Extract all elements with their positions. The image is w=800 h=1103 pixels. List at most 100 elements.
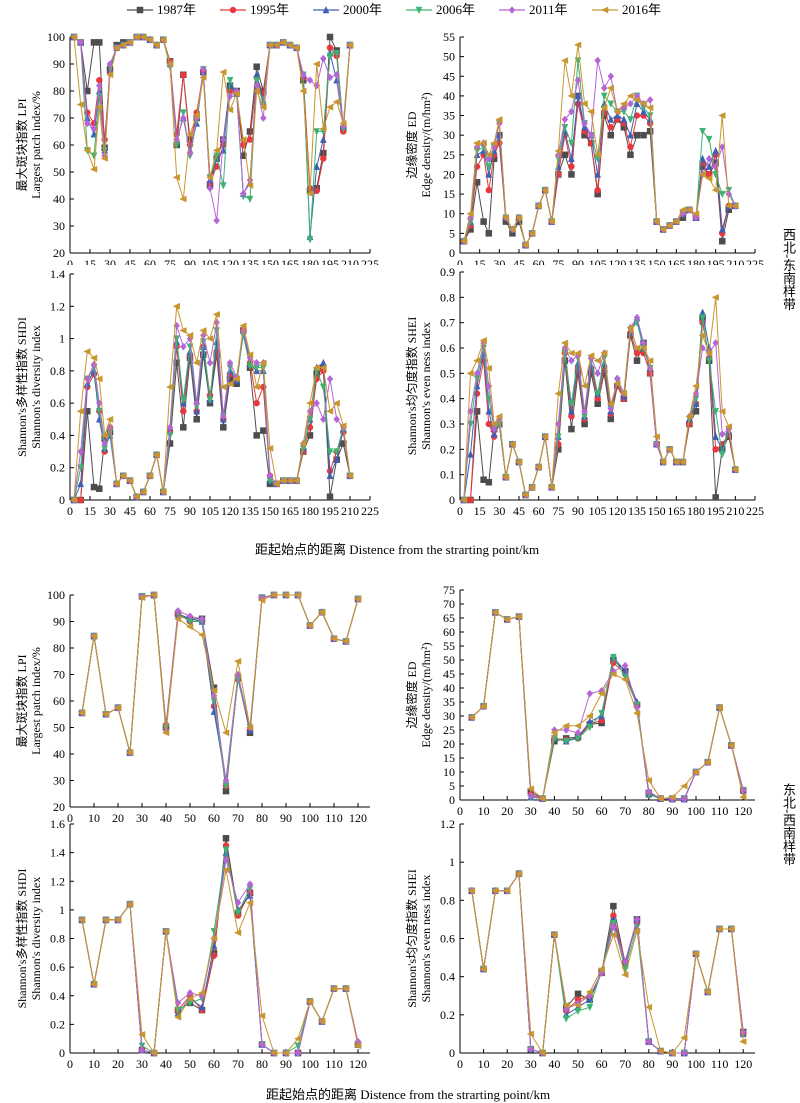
data-point [573,41,582,49]
data-point [333,76,341,84]
x-tick-label: 90 [572,504,584,518]
data-point [712,146,720,155]
y-tick-label: 0.3 [440,417,455,431]
data-point [96,485,103,492]
data-point [514,613,523,620]
data-point [627,151,634,159]
x-tick-label: 225 [746,504,764,518]
data-point [233,929,242,937]
data-point [294,1049,302,1057]
x-tick-label: 100 [687,1057,705,1071]
x-tick-label: 0 [457,257,463,265]
data-point [234,898,242,907]
y-tick-label: 30 [443,128,455,142]
y-tick-label: 80 [53,641,65,655]
series-2016年 [459,293,739,504]
data-point [165,60,174,68]
data-point [485,230,493,237]
series-1987年 [78,591,362,795]
data-point [573,349,582,357]
data-point [96,81,103,90]
data-point [491,609,499,616]
x-tick-label: 120 [734,1057,752,1071]
x-tick-label: 15 [474,257,486,265]
data-point [185,623,194,631]
y-tick-label: 0.1 [440,468,455,482]
x-tick-label: 110 [711,1057,729,1071]
data-point [313,162,321,170]
data-point [326,448,334,456]
data-point [718,451,726,459]
data-point [83,147,91,154]
data-point [213,216,220,225]
data-point [206,184,214,193]
data-point [619,100,628,108]
y-tick-label: 0.8 [440,290,455,304]
chart-ne-shei: 0 10 20 30 40 50 60 70 80 90 100 110 120 0 0.2 0.4 0.6 0.… [404,817,755,1071]
data-point [705,135,713,144]
data-point [299,87,307,95]
x-tick-label: 0 [67,504,73,518]
x-tick-label: 165 [281,504,299,518]
data-point [528,483,536,491]
data-point [333,448,341,456]
data-point [501,214,510,222]
data-point [149,591,158,599]
y-tick-label: 0.4 [50,428,65,442]
x-tick-label: 70 [232,1057,244,1071]
data-point [459,496,468,504]
data-point [609,670,617,678]
data-point [112,480,120,488]
data-point [76,101,84,108]
y-axis-label-en: Shannon's diversity index [29,877,43,1001]
data-point [646,364,654,373]
data-point [105,415,114,423]
y-tick-label: 0 [59,493,65,507]
x-tick-label: 30 [493,504,505,518]
y-tick-label: 1.4 [50,846,65,860]
y-tick-label: 5 [449,779,455,793]
x-tick-label: 80 [643,804,655,818]
data-point [561,115,569,124]
data-point [139,33,147,41]
data-point [585,712,594,720]
data-point [89,980,98,988]
data-point [574,728,582,737]
y-tick-label: 0.2 [440,1008,455,1022]
data-point [606,400,615,408]
series-2016年 [77,866,362,1057]
data-point [220,412,227,420]
data-point [633,313,641,322]
data-point [173,615,182,623]
data-point [528,229,536,237]
x-tick-label: 0 [457,804,463,818]
y-tick-label: 25 [443,723,455,737]
data-point [173,1013,182,1021]
data-point [239,136,247,143]
data-point [90,152,98,160]
data-point [106,60,114,68]
data-point [609,931,617,939]
data-point [538,795,546,802]
chart-ne-shdi: 0 10 20 30 40 50 60 70 80 90 100 110 120 0 0.2 0.4 0.6 0.… [14,817,370,1071]
data-point [317,1018,326,1025]
data-point [253,432,260,439]
x-tick-label: 60 [144,504,156,518]
data-point [656,1047,664,1055]
data-point [326,375,334,383]
legend-swatch-1987 [127,6,153,14]
y-tick-label: 50 [53,165,65,179]
data-point [479,139,487,147]
data-point [77,916,86,924]
x-tick-label: 180 [301,257,319,265]
x-tick-label: 195 [707,504,725,518]
data-point [731,466,739,473]
x-tick-label: 210 [341,257,359,265]
y-tick-label: 55 [443,639,455,653]
series-2006年 [78,591,362,790]
y-axis-label-cn: Shannon's均匀度指数 SHEI [404,317,419,456]
x-tick-label: 150 [648,504,666,518]
data-point [705,162,713,170]
data-point [95,103,103,111]
data-point [632,927,641,935]
